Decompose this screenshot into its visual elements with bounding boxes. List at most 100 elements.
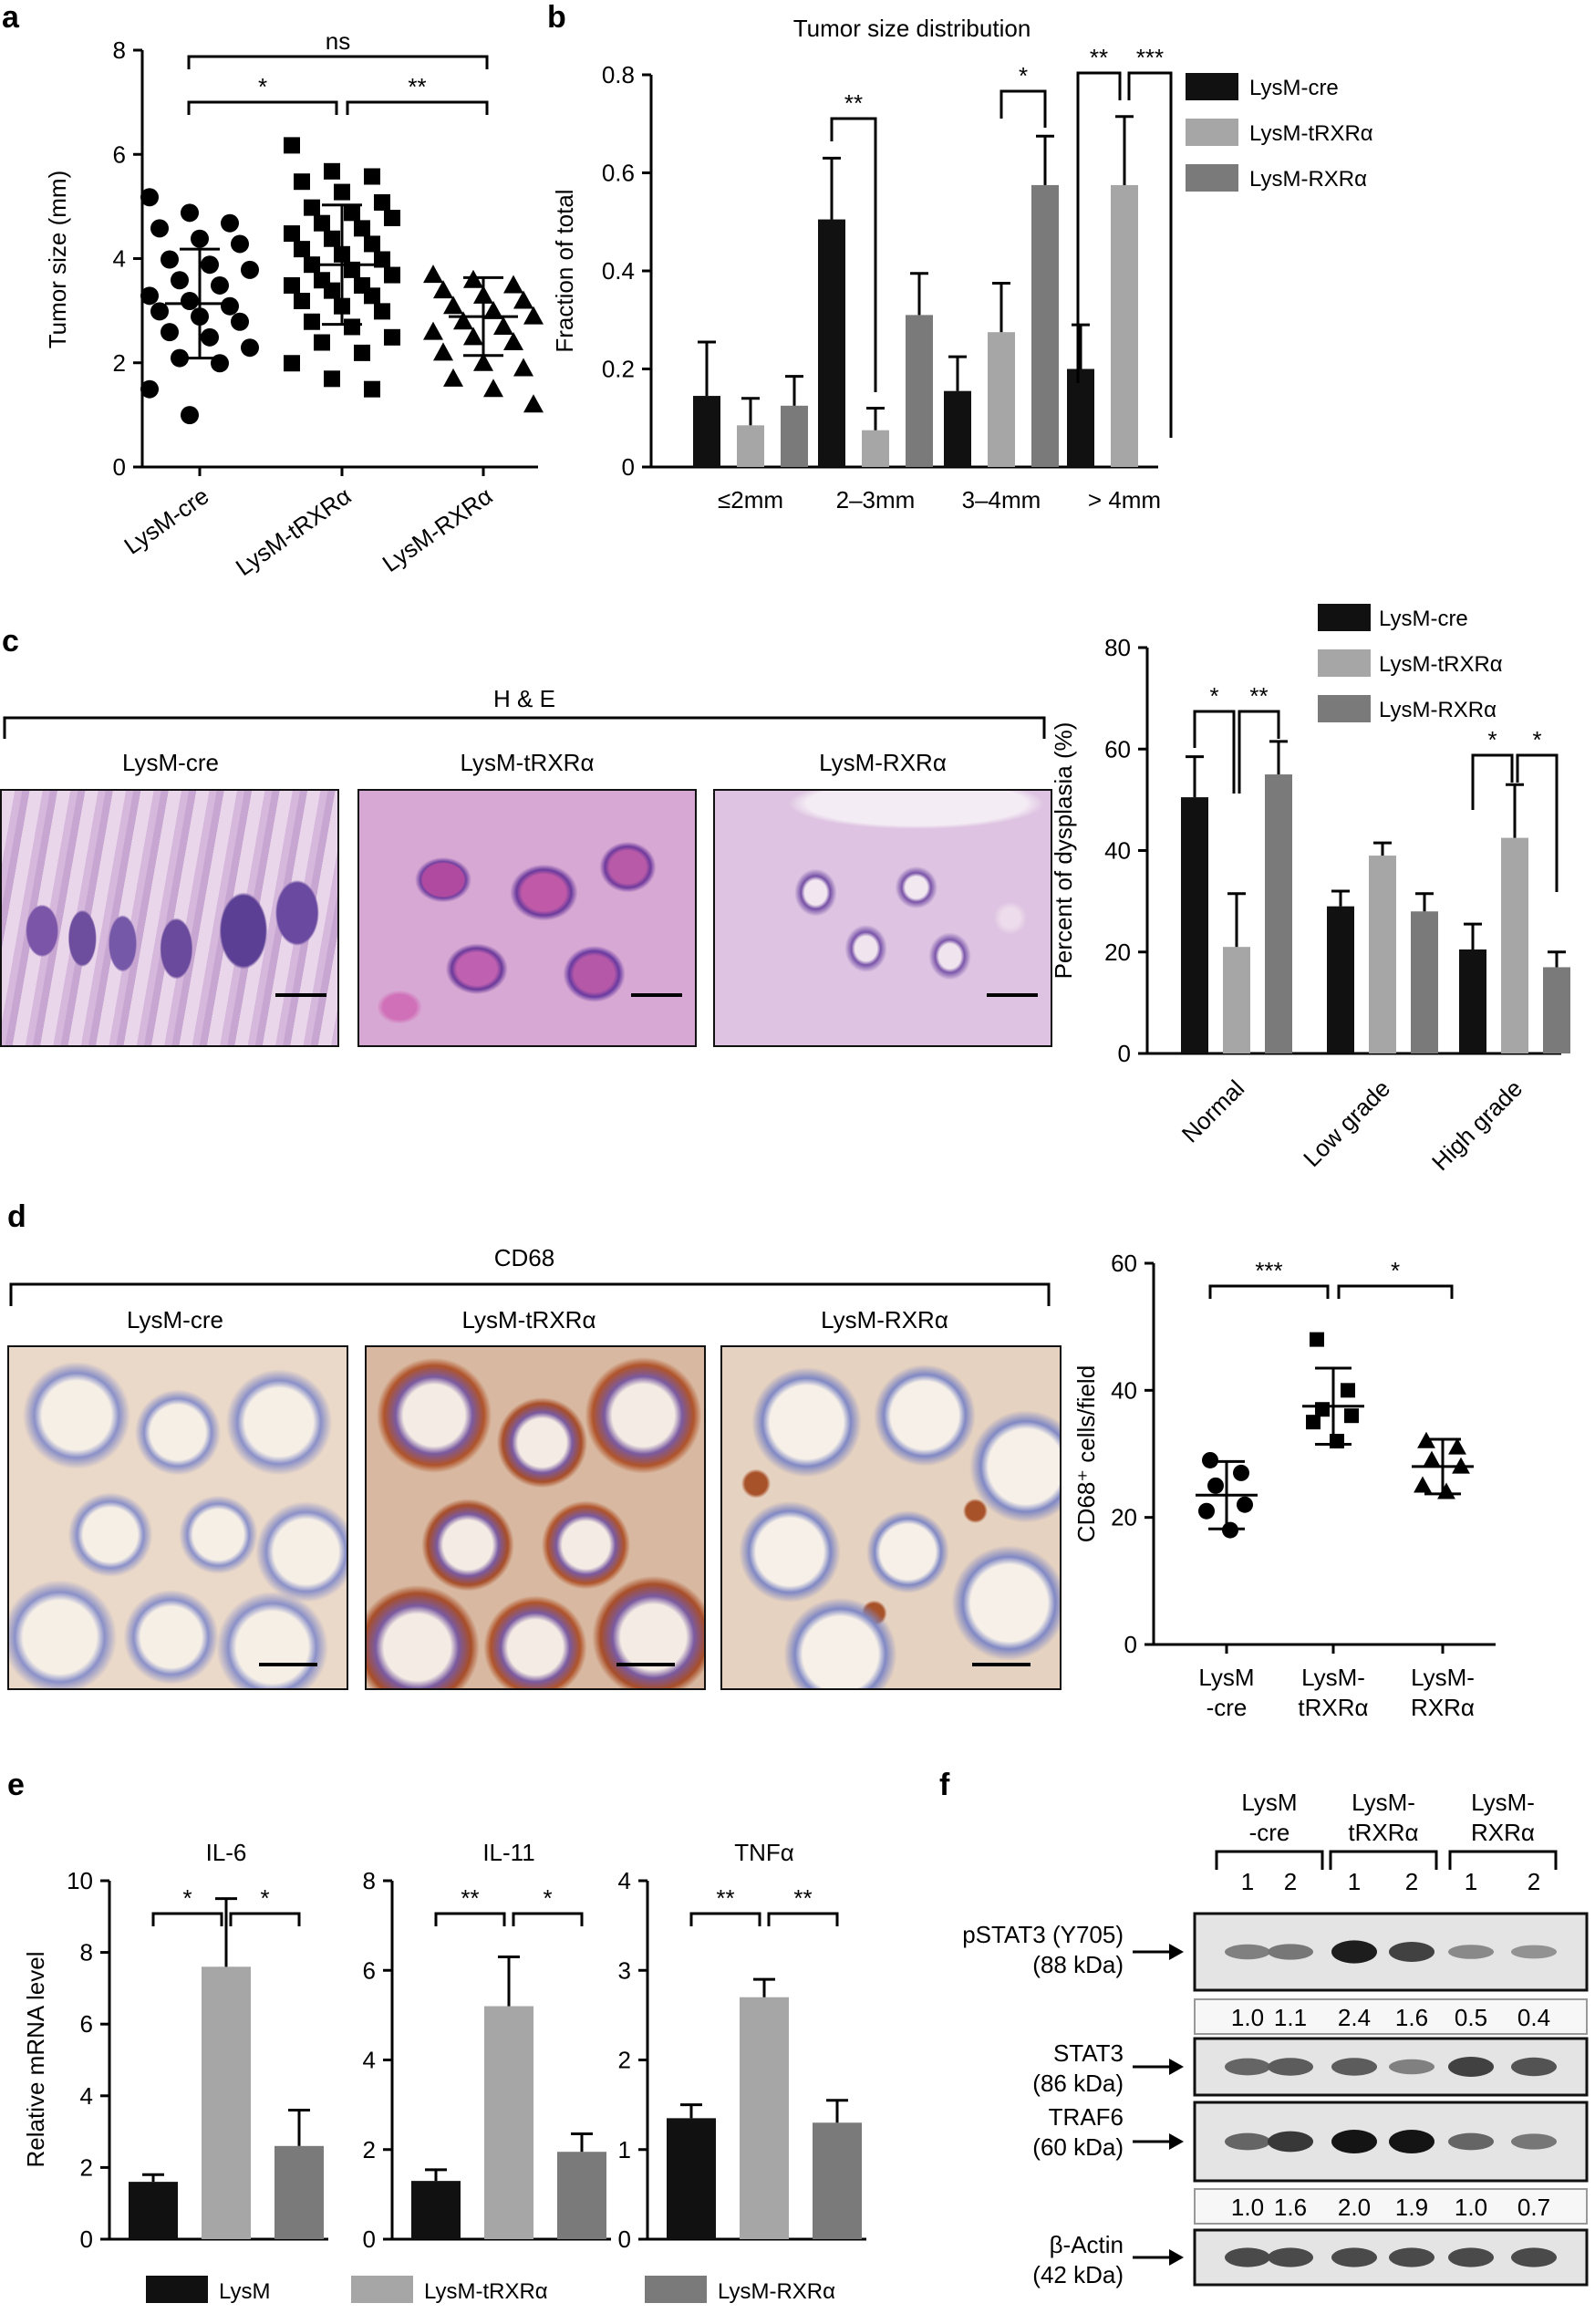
- data-point: [284, 225, 300, 243]
- bracket-a-3: [187, 55, 489, 69]
- blot-band: [1331, 2247, 1377, 2267]
- y-tick-label: 2: [80, 2153, 93, 2181]
- bracket-c-1: [1193, 710, 1236, 794]
- data-point: [324, 370, 340, 388]
- image-caption: LysM-cre: [122, 749, 219, 776]
- scale-bar: [631, 993, 682, 997]
- data-point: [513, 358, 533, 377]
- data-point: [433, 342, 453, 361]
- x-tick-label: LysM-: [1411, 1664, 1475, 1691]
- panel-b-y-label: Fraction of total: [551, 189, 578, 352]
- arrow-icon: [1169, 1944, 1184, 1960]
- y-tick-label: 0.8: [602, 61, 635, 88]
- bar: [557, 2152, 606, 2239]
- data-point: [443, 296, 463, 315]
- y-tick-label: 0: [363, 2225, 376, 2253]
- significance-label: *: [260, 1884, 269, 1912]
- bar: [1265, 774, 1292, 1053]
- data-point: [181, 406, 199, 425]
- quantification-value: 2.4: [1338, 2004, 1371, 2031]
- blot-row-label: (86 kDa): [1032, 2070, 1124, 2097]
- lane-label: 1: [1465, 1868, 1477, 1895]
- legend-label: LysM-tRXRα: [1249, 121, 1373, 146]
- blot-group-bracket: [1448, 1850, 1558, 1870]
- y-tick-label: 60: [1104, 735, 1131, 763]
- blot-band: [1225, 2058, 1270, 2076]
- legend-swatch: [1186, 119, 1238, 146]
- y-tick-label: 6: [113, 140, 126, 168]
- data-point: [344, 318, 360, 336]
- bracket-b-4: [1127, 71, 1173, 438]
- blot-panel-border: [1193, 1912, 1589, 1992]
- arrow-icon: [1169, 2059, 1184, 2075]
- y-tick-label: 8: [113, 36, 126, 64]
- lane-label: 1: [1348, 1868, 1361, 1895]
- legend-label: LysM-RXRα: [1379, 698, 1497, 722]
- data-point: [384, 210, 400, 226]
- x-tick-label: > 4mm: [1088, 486, 1161, 514]
- data-point: [374, 251, 390, 268]
- legend-swatch: [1318, 695, 1371, 722]
- bar: [411, 2181, 461, 2239]
- data-point: [364, 235, 380, 253]
- scale-bar: [259, 1663, 317, 1666]
- data-point: [433, 280, 453, 299]
- y-tick-label: 6: [80, 2010, 93, 2038]
- data-point: [140, 379, 159, 399]
- subchart-title: IL-11: [482, 1839, 534, 1866]
- legend-swatch: [146, 2276, 208, 2303]
- data-point: [294, 241, 310, 258]
- bracket-b-2: [999, 89, 1047, 128]
- data-point: [443, 368, 463, 387]
- data-point: [384, 266, 400, 284]
- data-point: [294, 293, 310, 309]
- bar: [274, 2145, 324, 2239]
- y-tick-label: 8: [363, 1867, 376, 1894]
- panel-letter: e: [7, 1768, 25, 1802]
- blot-band: [1268, 2247, 1313, 2267]
- data-point: [1233, 1464, 1249, 1481]
- data-point: [364, 287, 380, 305]
- y-tick-label: 20: [1111, 1504, 1137, 1531]
- x-tick-label: LysM-tRXRα: [231, 482, 357, 581]
- bar: [129, 2182, 178, 2239]
- blot-band: [1331, 2058, 1377, 2076]
- data-point: [181, 203, 199, 223]
- subchart-title: IL-6: [206, 1839, 247, 1866]
- data-point: [473, 352, 493, 371]
- blot-group-label: LysM-: [1352, 1789, 1415, 1816]
- blot-band: [1448, 2057, 1494, 2077]
- panel-c-y-label: Percent of dysplasia (%): [1050, 722, 1077, 980]
- x-tick-label: ≤2mm: [718, 486, 783, 514]
- bar: [1031, 184, 1059, 467]
- x-tick-label: High grade: [1426, 1074, 1528, 1176]
- blot-band: [1448, 2247, 1494, 2267]
- y-tick-label: 2: [113, 349, 126, 377]
- data-point: [221, 296, 239, 316]
- lane-label: 2: [1405, 1868, 1418, 1895]
- bar: [906, 315, 933, 467]
- blot-row-label: (60 kDa): [1032, 2133, 1124, 2161]
- data-point: [1310, 1332, 1324, 1347]
- data-point: [241, 338, 259, 358]
- image-caption: LysM-RXRα: [821, 1306, 948, 1333]
- blot-band: [1389, 1942, 1434, 1962]
- data-point: [523, 306, 544, 325]
- blot-band: [1511, 1945, 1557, 1959]
- arrow-icon: [1169, 2249, 1184, 2266]
- image-caption: LysM-tRXRα: [461, 749, 595, 776]
- bar: [1181, 797, 1208, 1053]
- scale-bar: [275, 993, 326, 997]
- data-point: [1341, 1383, 1355, 1398]
- blot-group-label: LysM-: [1471, 1789, 1535, 1816]
- quantification-value: 0.5: [1455, 2004, 1487, 2031]
- legend-label: LysM-tRXRα: [424, 2279, 548, 2304]
- data-point: [1207, 1477, 1224, 1494]
- blot-band: [1225, 1944, 1270, 1960]
- blot-row-label: STAT3: [1053, 2039, 1124, 2067]
- bar: [818, 219, 845, 467]
- x-tick-label: RXRα: [1411, 1694, 1475, 1721]
- legend-swatch: [351, 2276, 413, 2303]
- quantification-box: [1194, 1998, 1588, 2035]
- y-tick-label: 40: [1104, 837, 1131, 865]
